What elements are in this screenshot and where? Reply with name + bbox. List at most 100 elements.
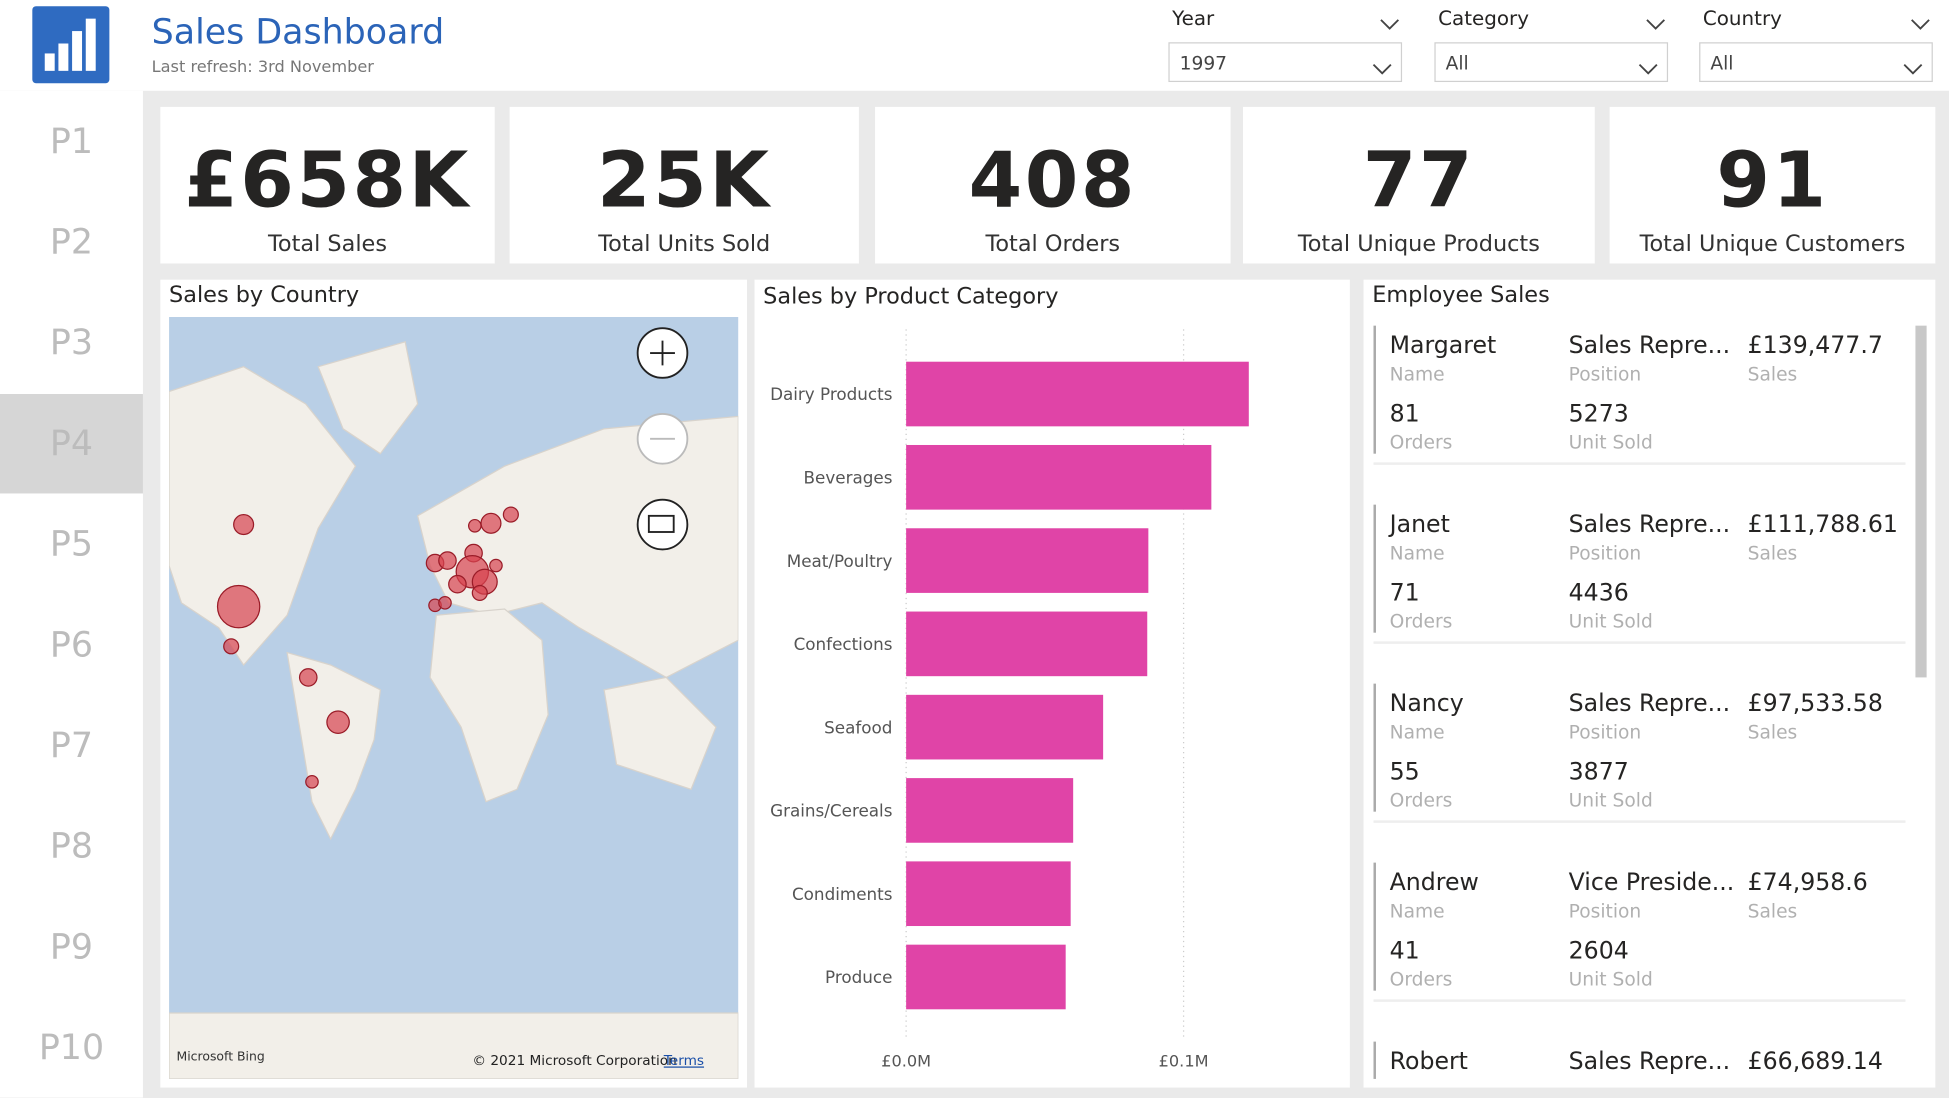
field-value: Robert [1389,1047,1468,1076]
logo[interactable] [32,6,110,84]
kpi-card: 25K Total Units Sold [509,106,859,264]
kpi-value: 408 [968,134,1137,225]
kpi-card: £658K Total Sales [160,106,495,264]
field-value: £111,788.61 [1747,510,1898,539]
chevron [1646,12,1666,30]
kpi-label: Total Unique Products [1297,231,1540,258]
map-controls[interactable] [636,327,689,551]
nav-item[interactable]: P5 [49,523,94,565]
filter-value: All [1710,52,1734,75]
y-tick-label: Seafood [824,717,892,737]
bar [906,778,1074,843]
bubbles [216,506,519,789]
filter-label: Category [1438,6,1529,30]
field-value: Vice Preside... [1568,868,1735,897]
field-value: 4436 [1568,579,1629,607]
field-value: 5273 [1568,400,1629,428]
field-label: Sales [1747,899,1798,923]
field-label: Unit Sold [1568,431,1653,454]
kpi-card: 408 Total Orders [875,106,1231,264]
field-value: £66,689.14 [1747,1047,1883,1076]
field-label: Orders [1389,431,1453,454]
filter-dropdown[interactable]: 1997 [1168,42,1403,83]
filter-dropdown[interactable]: All [1434,42,1669,83]
header-bar [0,0,1949,91]
y-tick-label: Dairy Products [770,384,892,404]
field-value: Nancy [1389,689,1464,718]
field-value: 41 [1389,937,1420,965]
field-value: 55 [1389,758,1420,786]
map[interactable] [169,316,739,1079]
field-value: 2604 [1568,937,1629,965]
land [169,341,739,1079]
y-tick-label: Condiments [792,884,892,904]
nav-item[interactable]: P7 [49,724,94,766]
nav-item[interactable]: P1 [49,120,94,162]
field-value: £97,533.58 [1747,689,1883,718]
nav-item[interactable]: P9 [49,926,94,968]
bar [906,861,1071,927]
field-value: Margaret [1389,331,1497,360]
employee-panel: Employee Sales Margaret Name 81 Orders Sales … [1363,279,1936,1088]
field-label: Sales [1747,362,1798,386]
card-border [1373,862,1376,991]
kpi-value: 91 [1716,134,1829,225]
field-label: Name [1389,541,1445,565]
kpi-label: Total Unique Customers [1639,231,1906,258]
field-value: £139,477.7 [1747,331,1883,360]
field-value: £74,958.6 [1747,868,1868,897]
y-tick-label: Confections [794,634,893,654]
kpi-label: Total Orders [985,231,1121,258]
x-tick-label: £0.0M [881,1051,931,1070]
nav-item[interactable]: P10 [38,1026,105,1068]
nav-item[interactable]: P4 [49,422,94,464]
filter-dropdown[interactable]: All [1699,42,1933,83]
nav-item[interactable]: P3 [49,321,94,363]
field-label: Orders [1389,610,1453,633]
nav [0,90,143,1098]
subtitle: Last refresh: 3rd November [151,58,374,78]
kpi-card: 77 Total Unique Products [1242,106,1595,264]
nav-item[interactable]: P2 [49,221,94,263]
x-tick-label: £0.1M [1159,1051,1209,1070]
kpi-value: 77 [1362,134,1475,225]
field-value: 71 [1389,579,1420,607]
field-label: Orders [1389,968,1453,991]
field-value: Sales Repre... [1568,331,1731,360]
field-label: Unit Sold [1568,610,1653,633]
chart-title: Sales by Product Category [763,283,1058,309]
field-label: Position [1568,541,1642,565]
filter-label: Year [1172,6,1215,30]
panel-title: Sales by Country [169,282,360,309]
y-tick-label: Meat/Poultry [787,551,893,571]
filter-label: Country [1702,6,1782,30]
bar [906,694,1104,760]
field-label: Name [1389,362,1445,386]
field-label: Name [1389,899,1445,923]
kpi-label: Total Sales [268,231,387,258]
map-terms[interactable]: Terms [663,1052,705,1069]
y-tick-label: Beverages [804,468,893,488]
bar [906,444,1212,510]
card-separator [1373,999,1906,1002]
logo-icon [44,18,96,71]
field-value: Sales Repre... [1568,510,1731,539]
kpi-card: 91 Total Unique Customers [1609,106,1936,264]
field-value: Janet [1389,510,1450,539]
y-tick-label: Produce [825,967,892,987]
kpi-value: 25K [597,134,772,225]
nav-item[interactable]: P8 [49,825,94,867]
chevron [1372,57,1392,75]
card-border [1373,1041,1376,1079]
field-value: 3877 [1568,758,1629,786]
chevron [1910,12,1930,30]
scrollbar [1915,325,1927,678]
field-label: Unit Sold [1568,789,1653,812]
kpi-label: Total Units Sold [598,231,771,258]
bar-chart: Sales by Product Category £0.0M £0.1M Dairy… [763,283,1249,1070]
map-copyright: © 2021 Microsoft Corporation [472,1052,677,1069]
nav-item[interactable]: P6 [49,623,94,665]
panel-title: Employee Sales [1372,282,1550,309]
field-label: Sales [1747,541,1798,565]
